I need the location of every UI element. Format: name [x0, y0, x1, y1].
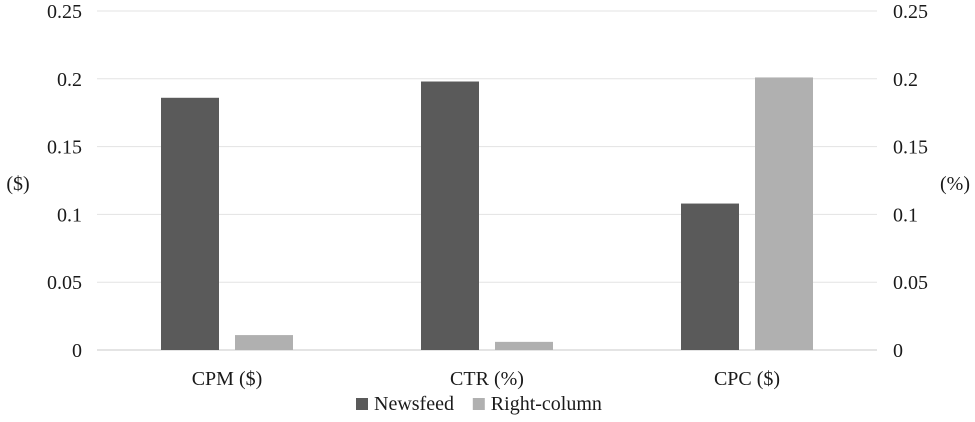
legend-swatch: [472, 398, 485, 410]
bar-right-column: [755, 77, 813, 350]
left-axis-unit-label: ($): [6, 173, 29, 195]
legend-label: Newsfeed: [374, 393, 454, 415]
gridlines: [97, 10, 877, 351]
left-tick-label: 0: [72, 340, 82, 362]
bar-newsfeed: [421, 81, 479, 351]
right-tick-label: 0.25: [893, 1, 928, 23]
category-label: CPC ($): [714, 368, 780, 390]
right-y-axis: 0 0.05 0.1 0.15 0.2 0.25: [893, 1, 928, 362]
left-y-axis: 0 0.05 0.1 0.15 0.2 0.25: [47, 1, 82, 362]
right-tick-label: 0.1: [893, 204, 918, 226]
bar-right-column: [495, 341, 553, 350]
category-label: CPM ($): [192, 368, 263, 390]
left-tick-label: 0.2: [57, 69, 82, 91]
right-tick-label: 0.15: [893, 137, 928, 159]
bar-right-column: [235, 335, 293, 350]
legend-swatch: [356, 398, 368, 410]
bar-newsfeed: [681, 203, 739, 350]
left-tick-label: 0.15: [47, 137, 82, 159]
x-axis: CPM ($) CTR (%) CPC ($): [192, 368, 780, 390]
right-tick-label: 0: [893, 340, 903, 362]
right-axis-unit-label: (%): [940, 173, 970, 195]
right-tick-label: 0.2: [893, 69, 918, 91]
bars: [161, 77, 813, 351]
category-label: CTR (%): [450, 368, 524, 390]
legend: Newsfeed Right-column: [356, 393, 602, 415]
left-tick-label: 0.05: [47, 272, 82, 294]
legend-label: Right-column: [491, 393, 602, 415]
left-tick-label: 0.1: [57, 204, 82, 226]
right-tick-label: 0.05: [893, 272, 928, 294]
left-tick-label: 0.25: [47, 1, 82, 23]
bar-newsfeed: [161, 97, 219, 350]
